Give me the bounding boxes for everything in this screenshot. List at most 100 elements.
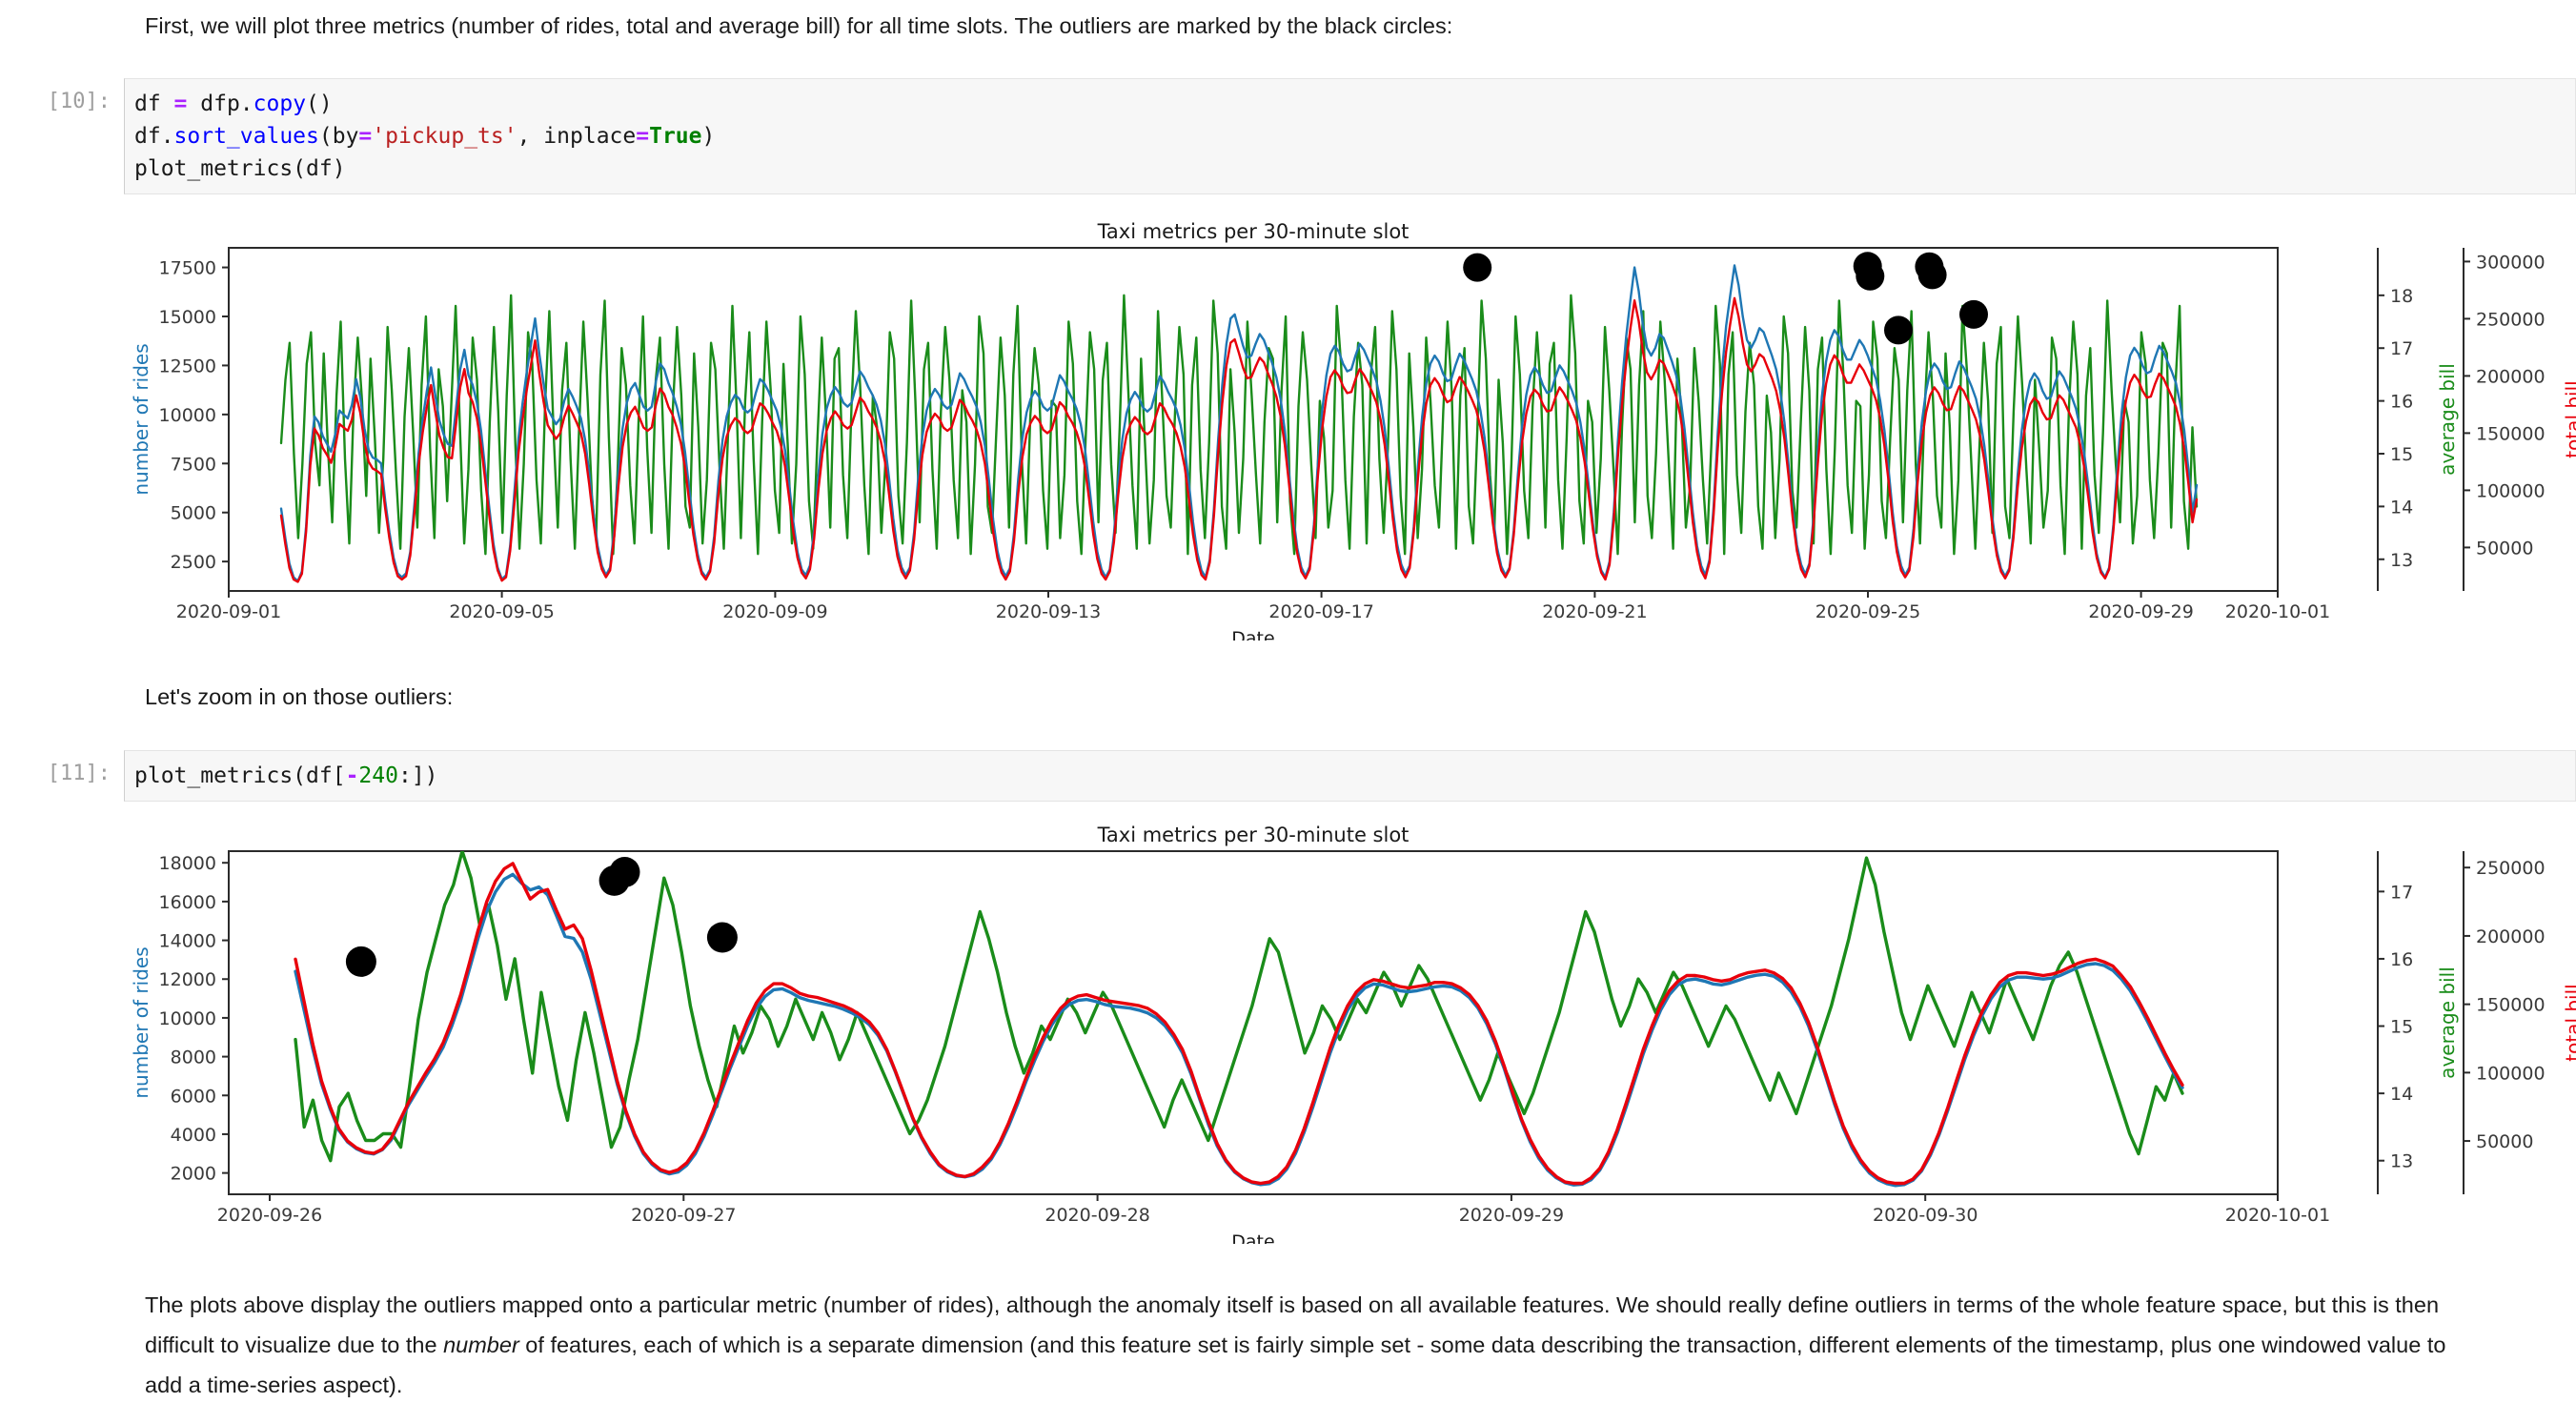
x-tick-label: 2020-09-13	[996, 601, 1101, 622]
y-tick-label-left: 10000	[159, 405, 216, 426]
outlier-marker	[1856, 261, 1885, 291]
y-tick-label-left: 18000	[159, 853, 216, 874]
y-tick-label-average-bill: 14	[2390, 497, 2413, 518]
y-tick-label-left: 15000	[159, 307, 216, 328]
y-tick-label-left: 2000	[171, 1164, 216, 1185]
x-tick-label: 2020-09-26	[217, 1205, 322, 1226]
code-line-3: plot_metrics(df)	[134, 156, 346, 181]
y-tick-label-left: 4000	[171, 1125, 216, 1146]
y-axis-label-total-bill: total bill	[2562, 380, 2576, 458]
y-tick-label-total-bill: 250000	[2476, 309, 2546, 330]
x-tick-label: 2020-09-01	[176, 601, 281, 622]
y-tick-label-left: 12500	[159, 356, 216, 376]
y-tick-label-total-bill: 200000	[2476, 926, 2546, 947]
code-cell-10[interactable]: [10]: df = dfp.copy() df.sort_values(by=…	[0, 78, 2576, 194]
code-editor-11[interactable]: plot_metrics(df[-240:])	[124, 750, 2576, 802]
emphasis-word: number	[443, 1332, 519, 1357]
outlier-markers	[1463, 252, 1988, 345]
intro-paragraph: First, we will plot three metrics (numbe…	[145, 13, 1453, 38]
y-tick-label-average-bill: 15	[2390, 1017, 2413, 1038]
y-tick-label-average-bill: 16	[2390, 949, 2413, 970]
series-total-bill	[294, 862, 2184, 1186]
y-tick-label-left: 7500	[171, 454, 216, 475]
y-tick-label-total-bill: 100000	[2476, 480, 2546, 501]
y-tick-label-total-bill: 100000	[2476, 1063, 2546, 1084]
x-axis-label: Date	[1231, 1231, 1274, 1244]
x-tick-label: 2020-09-29	[2088, 601, 2193, 622]
outlier-markers	[345, 857, 738, 977]
outlier-marker	[1463, 253, 1492, 282]
figure-1: Taxi metrics per 30-minute slot 2500 5000 7…	[130, 220, 2576, 641]
series-average-bill	[294, 851, 2184, 1163]
x-tick-label: 2020-09-29	[1459, 1205, 1564, 1226]
plot-frame	[228, 850, 2279, 1195]
y-tick-label-average-bill: 17	[2390, 882, 2413, 903]
x-tick-label: 2020-09-09	[722, 601, 827, 622]
series-average-bill	[279, 294, 2199, 556]
y-tick-label-average-bill: 13	[2390, 1151, 2413, 1172]
series-total-bill	[279, 296, 2199, 583]
outlier-marker	[1884, 315, 1913, 345]
zoom-paragraph: Let's zoom in on those outliers:	[145, 684, 454, 709]
code-cell-11[interactable]: [11]: plot_metrics(df[-240:])	[0, 750, 2576, 802]
y-axis-label-total-bill: total bill	[2562, 984, 2576, 1061]
execution-prompt-11: [11]:	[47, 762, 111, 785]
markdown-cell-intro: First, we will plot three metrics (numbe…	[145, 6, 2461, 46]
figure-output-2: Taxi metrics per 30-minute slot 2000 4000 6…	[0, 815, 2576, 1244]
x-tick-label: 2020-10-01	[2225, 1205, 2330, 1226]
y-axis-label-average-bill: average bill	[2436, 966, 2459, 1079]
y-tick-label-left: 17500	[159, 258, 216, 279]
outlier-marker	[706, 922, 738, 953]
code-line-1: plot_metrics(df[-240:])	[134, 763, 438, 788]
code-editor-10[interactable]: df = dfp.copy() df.sort_values(by='picku…	[124, 78, 2576, 194]
x-tick-label: 2020-09-25	[1815, 601, 1920, 622]
execution-prompt-10: [10]:	[47, 90, 111, 113]
y-tick-label-left: 14000	[159, 931, 216, 952]
x-tick-label: 2020-09-27	[631, 1205, 736, 1226]
y-tick-label-total-bill: 50000	[2476, 538, 2533, 559]
outlier-marker	[598, 865, 630, 896]
y-axis-label-average-bill: average bill	[2436, 363, 2459, 476]
x-tick-label: 2020-09-17	[1268, 601, 1373, 622]
x-tick-label: 2020-09-21	[1542, 601, 1647, 622]
x-tick-label: 2020-09-30	[1873, 1205, 1978, 1226]
chart-title: Taxi metrics per 30-minute slot	[1097, 220, 1410, 243]
outlier-marker	[1959, 299, 1988, 329]
figure-output-1: Taxi metrics per 30-minute slot 2500 5000 7…	[0, 212, 2576, 641]
y-tick-label-left: 2500	[171, 552, 216, 573]
y-tick-label-left: 16000	[159, 892, 216, 913]
outlier-marker	[1917, 260, 1947, 290]
figure-2: Taxi metrics per 30-minute slot 2000 4000 6…	[130, 824, 2576, 1244]
y-tick-label-left: 12000	[159, 969, 216, 990]
y-tick-label-left: 10000	[159, 1008, 216, 1029]
x-tick-label: 2020-10-01	[2225, 601, 2330, 622]
y-tick-label-total-bill: 150000	[2476, 995, 2546, 1016]
y-tick-label-total-bill: 250000	[2476, 858, 2546, 879]
code-line-2: df.sort_values(by='pickup_ts', inplace=T…	[134, 124, 716, 149]
y-tick-label-average-bill: 16	[2390, 392, 2413, 413]
x-axis-label: Date	[1231, 628, 1274, 641]
y-tick-label-average-bill: 15	[2390, 444, 2413, 465]
chart-title: Taxi metrics per 30-minute slot	[1097, 824, 1410, 846]
markdown-cell-zoom: Let's zoom in on those outliers:	[145, 677, 2461, 717]
y-tick-label-left: 6000	[171, 1086, 216, 1107]
y-tick-label-average-bill: 14	[2390, 1084, 2413, 1105]
markdown-cell-closing: The plots above display the outliers map…	[145, 1285, 2461, 1405]
x-tick-label: 2020-09-05	[449, 601, 554, 622]
code-line-1: df = dfp.copy()	[134, 92, 333, 116]
y-axis-label-rides: number of rides	[130, 946, 152, 1098]
y-tick-label-total-bill: 50000	[2476, 1131, 2533, 1152]
y-tick-label-total-bill: 200000	[2476, 366, 2546, 387]
y-tick-label-total-bill: 150000	[2476, 423, 2546, 444]
y-tick-label-left: 5000	[171, 503, 216, 524]
y-axis-label-rides: number of rides	[130, 343, 152, 495]
outlier-marker	[345, 946, 376, 977]
y-tick-label-average-bill: 13	[2390, 550, 2413, 571]
y-tick-label-average-bill: 18	[2390, 286, 2413, 307]
closing-paragraph: The plots above display the outliers map…	[145, 1292, 2446, 1397]
y-tick-label-total-bill: 300000	[2476, 252, 2546, 273]
y-tick-label-average-bill: 17	[2390, 338, 2413, 359]
y-tick-label-left: 8000	[171, 1048, 216, 1068]
x-tick-label: 2020-09-28	[1045, 1205, 1149, 1226]
